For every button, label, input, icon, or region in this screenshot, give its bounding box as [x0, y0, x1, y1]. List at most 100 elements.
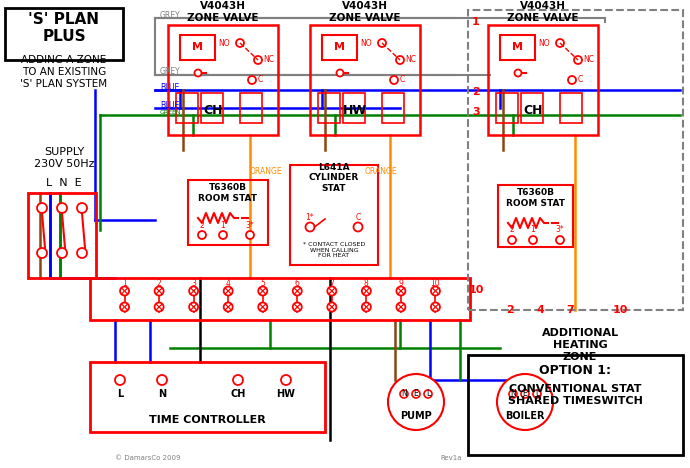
Text: ORANGE: ORANGE	[365, 168, 397, 176]
Circle shape	[388, 374, 444, 430]
Circle shape	[115, 375, 125, 385]
Text: V4043H
ZONE VALVE: V4043H ZONE VALVE	[507, 1, 579, 23]
Bar	[521, 93, 543, 123]
Text: Rev1a: Rev1a	[440, 455, 462, 461]
Text: L641A
CYLINDER
STAT: L641A CYLINDER STAT	[309, 163, 359, 193]
Circle shape	[529, 236, 537, 244]
Circle shape	[362, 302, 371, 312]
Text: GREY: GREY	[160, 67, 181, 76]
Circle shape	[157, 375, 167, 385]
Circle shape	[556, 39, 564, 47]
Text: 1: 1	[472, 17, 480, 27]
Text: © DamarsCo 2009: © DamarsCo 2009	[115, 455, 181, 461]
Text: PUMP: PUMP	[400, 411, 432, 421]
Circle shape	[362, 286, 371, 295]
Bar	[500, 35, 535, 60]
Text: 3*: 3*	[246, 220, 255, 229]
Text: 1*: 1*	[306, 212, 315, 221]
Text: BLUE: BLUE	[160, 101, 179, 110]
Text: L  N  E: L N E	[46, 178, 82, 188]
Text: 6: 6	[295, 279, 299, 288]
Circle shape	[248, 76, 256, 84]
Text: NO: NO	[218, 38, 230, 47]
Text: M: M	[334, 43, 345, 52]
Circle shape	[37, 248, 47, 258]
Text: 'S' PLAN
PLUS: 'S' PLAN PLUS	[28, 12, 99, 44]
Text: 1: 1	[531, 226, 535, 234]
Circle shape	[281, 375, 291, 385]
Text: L: L	[117, 389, 123, 399]
Text: E: E	[522, 389, 527, 398]
Bar	[176, 93, 198, 123]
Text: 10: 10	[469, 285, 484, 295]
Circle shape	[233, 375, 243, 385]
Text: 9: 9	[398, 279, 404, 288]
Text: OPTION 1:: OPTION 1:	[539, 364, 611, 376]
Circle shape	[37, 203, 47, 213]
Circle shape	[533, 390, 541, 398]
Text: ADDING A ZONE
TO AN EXISTING
'S' PLAN SYSTEM: ADDING A ZONE TO AN EXISTING 'S' PLAN SY…	[21, 55, 108, 88]
Circle shape	[521, 390, 529, 398]
Circle shape	[397, 286, 406, 295]
Text: GREEN: GREEN	[160, 110, 181, 115]
Circle shape	[57, 203, 67, 213]
Circle shape	[306, 222, 315, 232]
Bar	[90, 278, 470, 320]
Text: N: N	[401, 389, 407, 398]
Circle shape	[120, 286, 129, 295]
Text: 2: 2	[510, 226, 514, 234]
Text: NC: NC	[263, 56, 274, 65]
Circle shape	[155, 302, 164, 312]
Text: BOILER: BOILER	[505, 411, 544, 421]
Bar	[322, 35, 357, 60]
Text: HW: HW	[277, 389, 295, 399]
Circle shape	[337, 70, 344, 76]
Text: 1: 1	[122, 279, 127, 288]
Text: 10: 10	[612, 305, 628, 315]
Text: NO: NO	[360, 38, 372, 47]
Circle shape	[77, 203, 87, 213]
Text: CH: CH	[204, 103, 223, 117]
Text: V4043H
ZONE VALVE: V4043H ZONE VALVE	[187, 1, 259, 23]
Text: C: C	[578, 75, 583, 85]
Text: NC: NC	[583, 56, 594, 65]
Bar	[382, 93, 404, 123]
Text: NC: NC	[405, 56, 416, 65]
Circle shape	[224, 286, 233, 295]
Bar	[468, 10, 683, 310]
Text: 2: 2	[199, 220, 204, 229]
Text: 3*: 3*	[555, 226, 564, 234]
Circle shape	[412, 390, 420, 398]
Circle shape	[224, 302, 233, 312]
Circle shape	[293, 302, 302, 312]
Text: C: C	[258, 75, 264, 85]
Circle shape	[400, 390, 408, 398]
Circle shape	[508, 236, 516, 244]
Text: * CONTACT CLOSED
WHEN CALLING
FOR HEAT: * CONTACT CLOSED WHEN CALLING FOR HEAT	[303, 241, 365, 258]
Text: N: N	[510, 389, 516, 398]
Bar	[310, 25, 420, 135]
Circle shape	[246, 231, 254, 239]
Text: N: N	[158, 389, 166, 399]
Text: L: L	[535, 389, 539, 398]
Circle shape	[509, 390, 517, 398]
Circle shape	[293, 286, 302, 295]
Bar	[168, 25, 278, 135]
Bar	[188, 180, 268, 245]
Text: ORANGE: ORANGE	[250, 168, 283, 176]
Circle shape	[219, 231, 227, 239]
Circle shape	[77, 248, 87, 258]
Text: 1: 1	[221, 220, 226, 229]
Text: L: L	[426, 389, 430, 398]
Circle shape	[236, 39, 244, 47]
Text: C: C	[400, 75, 405, 85]
Text: E: E	[413, 389, 418, 398]
Circle shape	[327, 302, 336, 312]
Circle shape	[378, 39, 386, 47]
Text: 7: 7	[566, 305, 574, 315]
Text: 3: 3	[191, 279, 196, 288]
Text: TIME CONTROLLER: TIME CONTROLLER	[149, 415, 266, 425]
Bar	[201, 93, 223, 123]
Text: CH: CH	[523, 103, 543, 117]
Bar	[560, 93, 582, 123]
